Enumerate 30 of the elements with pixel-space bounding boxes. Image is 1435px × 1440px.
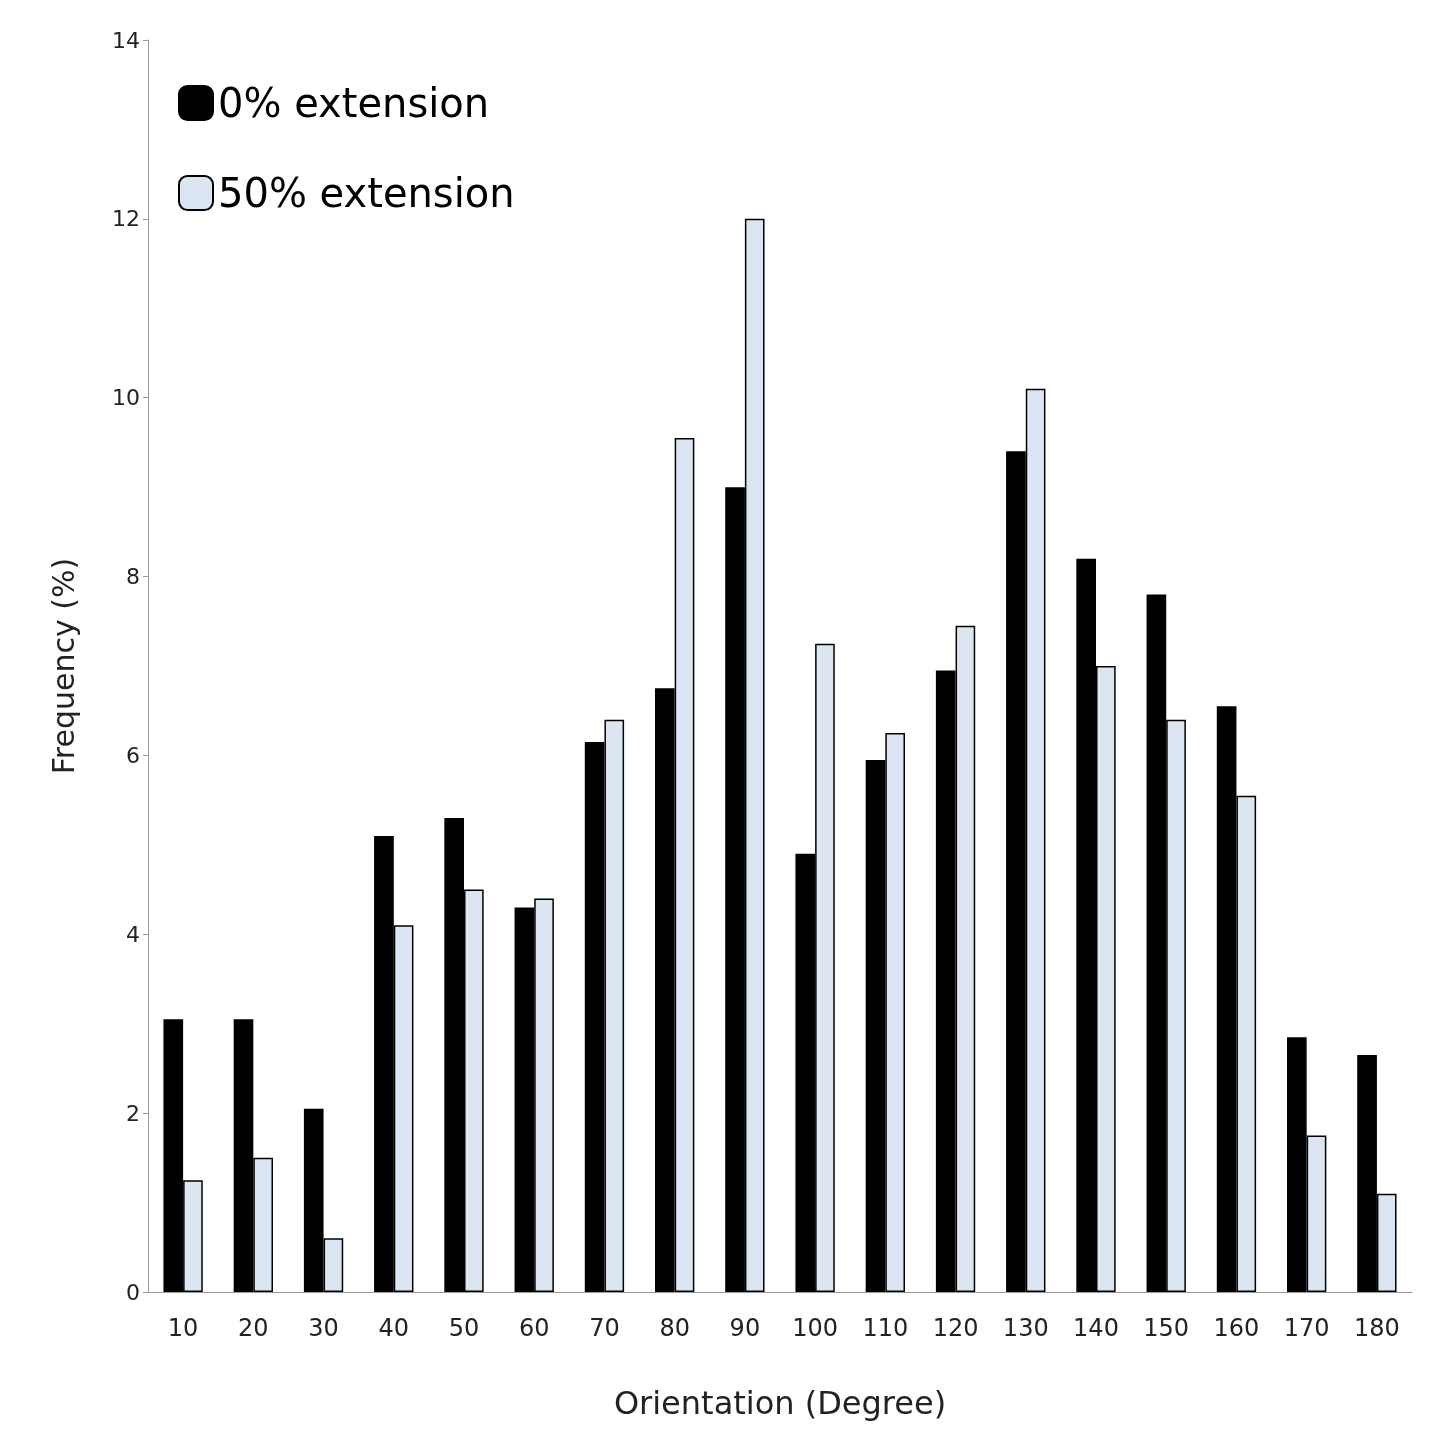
legend-label: 0% extension [218,80,490,126]
x-tick-label: 70 [589,1314,620,1342]
x-axis-title: Orientation (Degree) [613,1384,947,1422]
x-tick-label: 60 [518,1314,550,1342]
y-tick-label: 12 [112,206,140,232]
y-tick-label: 6 [126,742,140,768]
y-tick-label: 14 [112,27,140,53]
x-tick-label: 130 [1002,1314,1049,1342]
y-tick-label: 4 [126,921,140,947]
x-tick-label: 140 [1073,1314,1119,1342]
x-tick-label: 10 [167,1314,199,1342]
legend-label: 50% extension [218,170,515,216]
x-tick-label: 150 [1143,1314,1190,1342]
x-tick-label: 120 [932,1314,979,1342]
x-tick-label: 40 [378,1314,410,1342]
x-tick-label: 180 [1353,1314,1400,1342]
y-tick-label: 8 [126,564,140,590]
x-tick-label: 30 [308,1314,339,1342]
x-tick-label: 160 [1213,1314,1260,1342]
y-tick-label: 2 [126,1100,140,1126]
x-tick-label: 80 [659,1314,690,1342]
x-tick-label: 90 [729,1314,761,1342]
x-tick-label: 20 [238,1314,269,1342]
x-tick-label: 50 [448,1314,480,1342]
x-tick-label: 110 [862,1314,909,1342]
y-tick-label: 0 [126,1279,140,1305]
y-tick-label: 10 [112,385,140,411]
x-tick-label: 100 [792,1314,839,1342]
y-axis-title: Frequency (%) [45,557,81,775]
x-tick-label: 170 [1283,1314,1330,1342]
